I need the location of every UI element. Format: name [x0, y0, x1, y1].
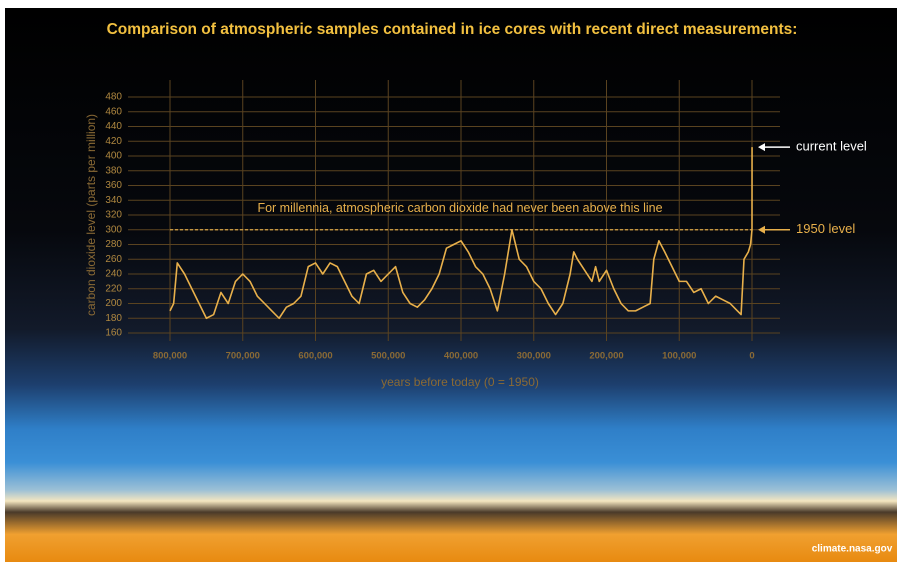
source: climate.nasa.gov: [812, 544, 893, 555]
x-tick-label: 800,000: [153, 351, 187, 362]
y-tick-label: 400: [105, 151, 122, 162]
y-axis-label: carbon dioxide level (parts per million): [84, 114, 98, 316]
x-tick-label: 300,000: [517, 351, 551, 362]
y-tick-label: 320: [105, 210, 122, 221]
x-tick-label: 100,000: [662, 351, 696, 362]
y-tick-label: 480: [105, 92, 122, 103]
line: [169, 147, 753, 320]
x-tick-label: 600,000: [298, 351, 332, 362]
background: [5, 8, 897, 562]
y-tick-label: 300: [105, 224, 122, 235]
y-tick-label: 220: [105, 283, 122, 294]
y-tick-label: 360: [105, 180, 122, 191]
y-tick-label: 200: [105, 298, 122, 309]
y-tick-label: 280: [105, 239, 122, 250]
y-tick-label: 420: [105, 136, 122, 147]
x-tick-label: 500,000: [371, 351, 405, 362]
x-axis-label: years before today (0 = 1950): [381, 375, 539, 389]
x-tick-label: 400,000: [444, 351, 478, 362]
y-tick-label: 460: [105, 106, 122, 117]
arrow-head: [758, 225, 765, 234]
y-tick-label: 160: [105, 328, 122, 339]
y-tick-label: 340: [105, 195, 122, 206]
y-tick-label: 180: [105, 313, 122, 324]
x-tick-label: 0: [749, 351, 754, 362]
y-tick-label: 380: [105, 165, 122, 176]
y-tick-label: 260: [105, 254, 122, 265]
x-tick-label: 700,000: [226, 351, 260, 362]
chart-title: Comparison of atmospheric samples contai…: [107, 21, 798, 38]
y-tick-label: 240: [105, 269, 122, 280]
reference-label: For millennia, atmospheric carbon dioxid…: [257, 201, 662, 215]
arrow-head: [758, 143, 765, 152]
y-tick-label: 440: [105, 121, 122, 132]
annotation-label: 1950 level: [796, 221, 855, 236]
x-tick-label: 200,000: [589, 351, 623, 362]
annotation-label: current level: [796, 139, 867, 154]
